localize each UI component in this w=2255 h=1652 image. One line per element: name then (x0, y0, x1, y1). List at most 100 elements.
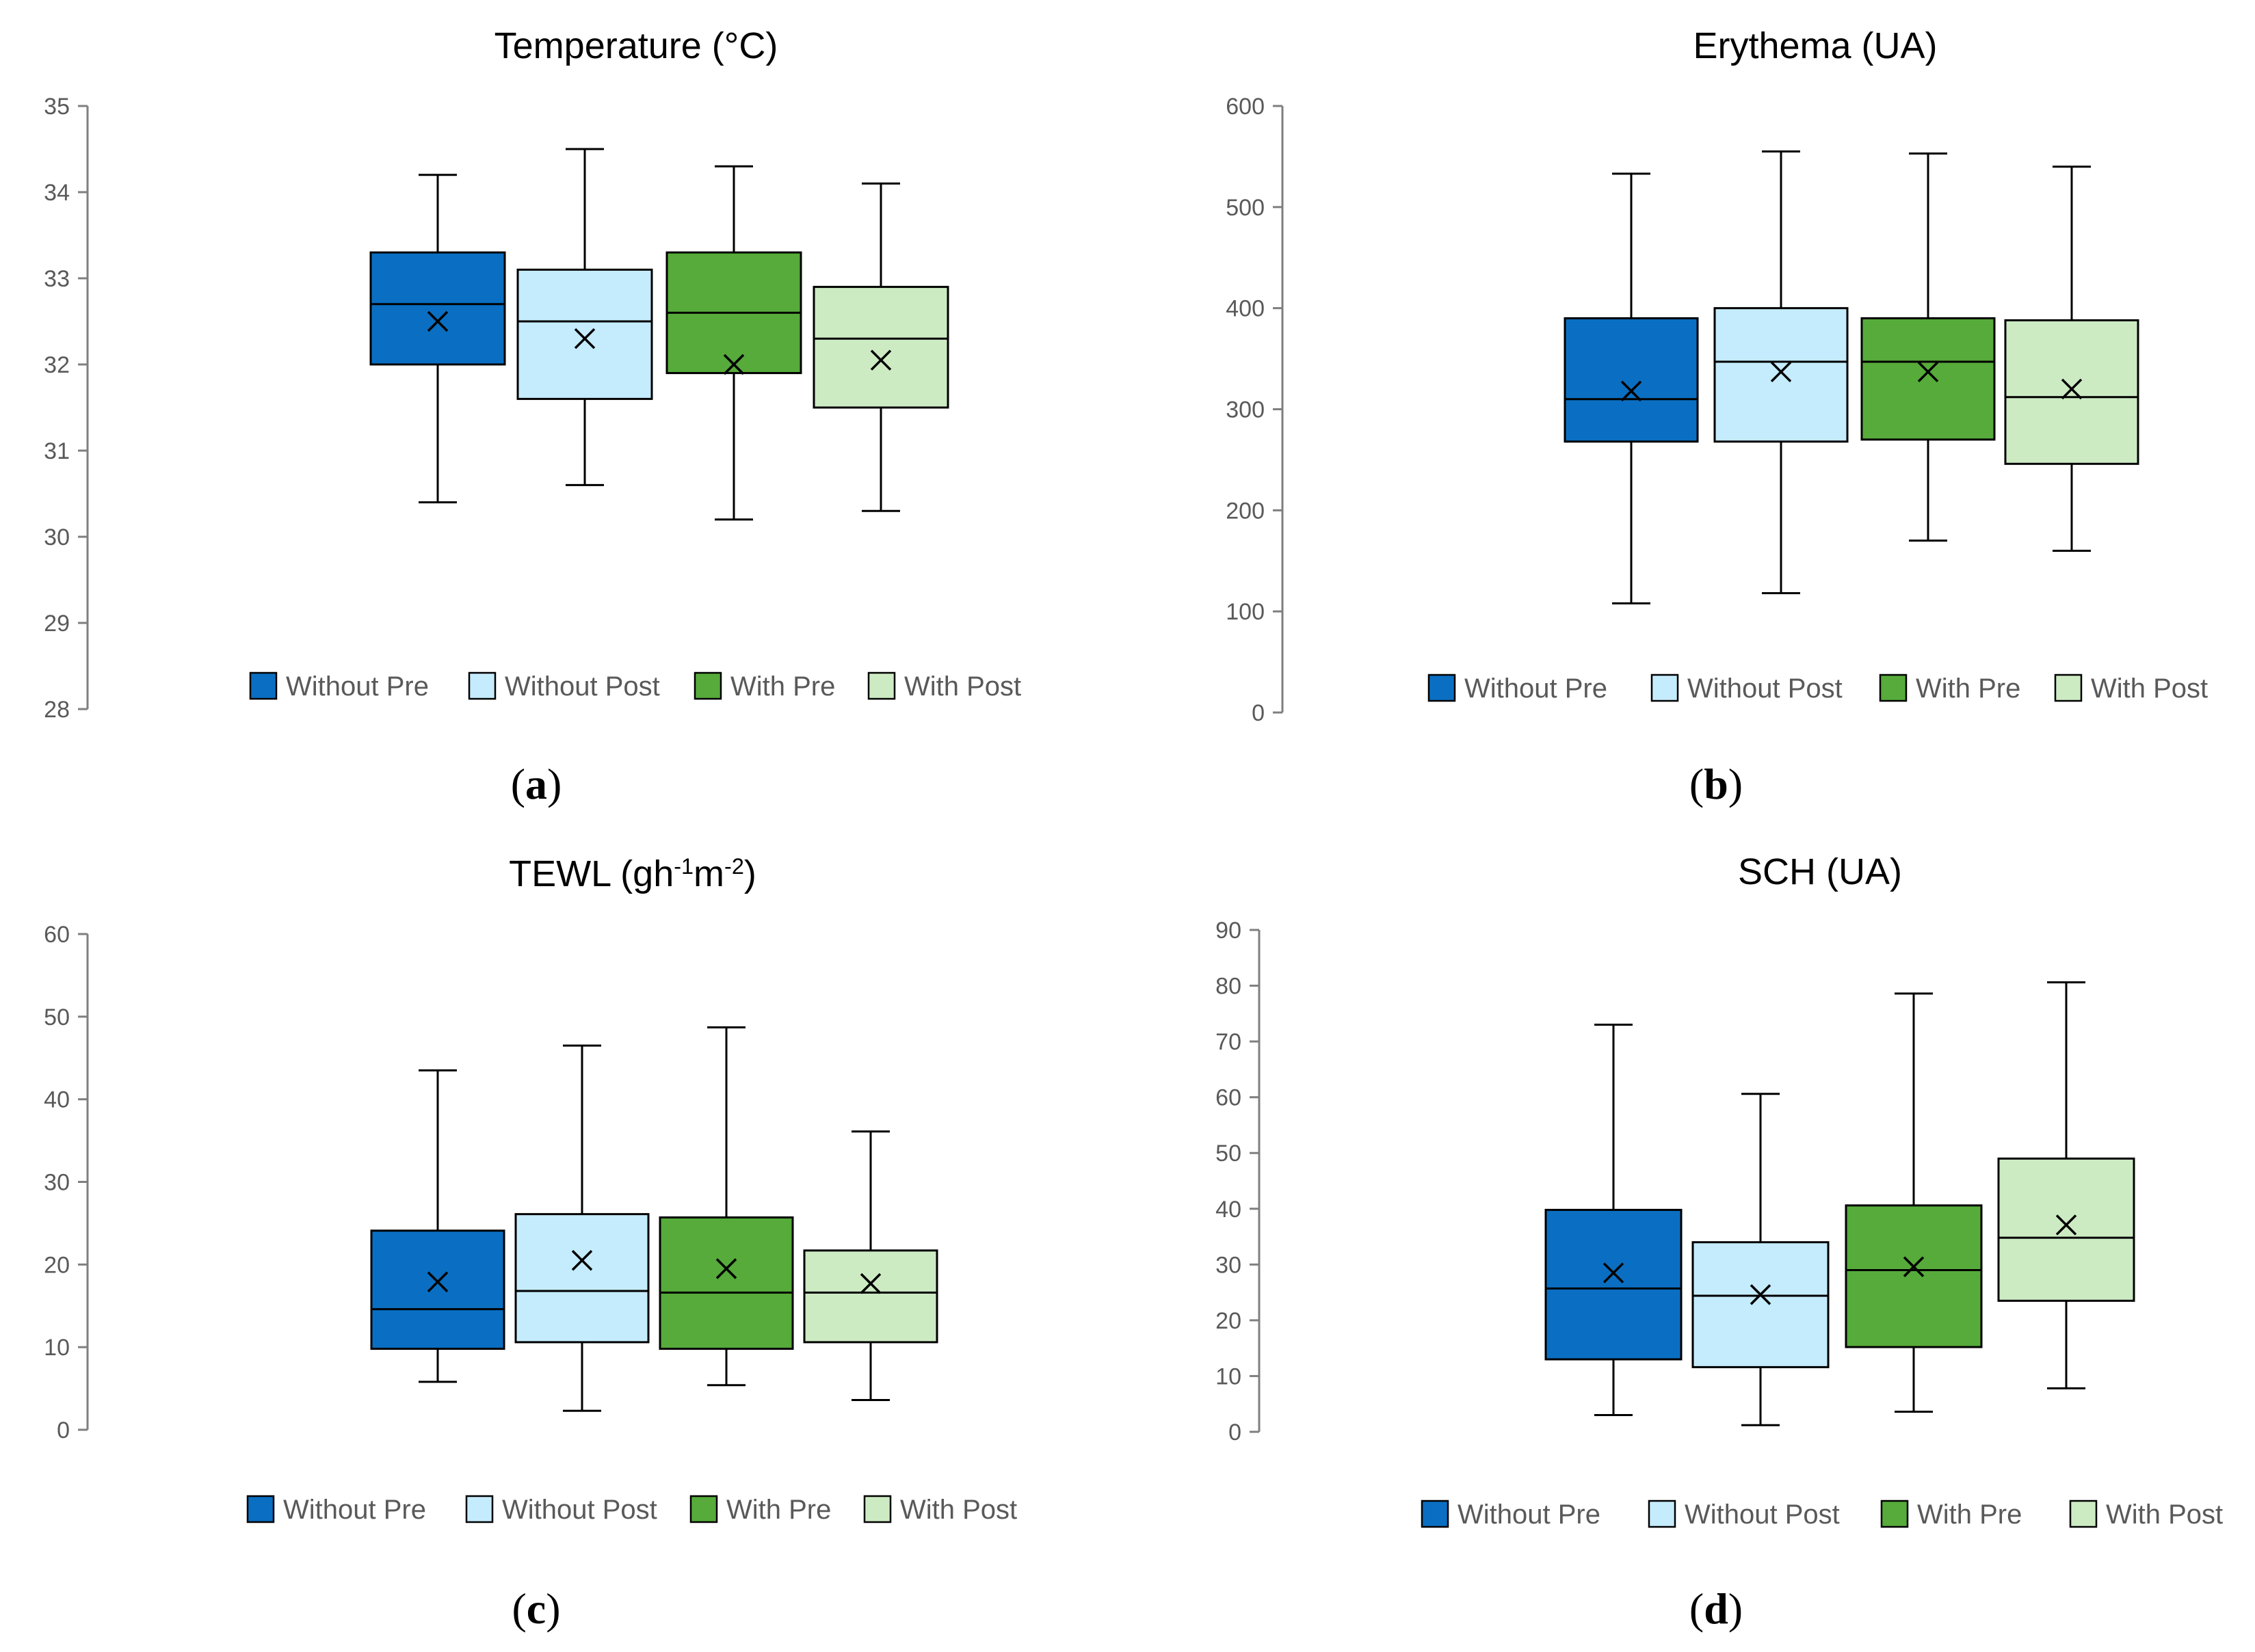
title-part: ) (744, 853, 756, 894)
iqr-box (514, 1213, 650, 1344)
legend-label: With Pre (730, 671, 835, 702)
y-tick-label: 33 (44, 266, 70, 292)
legend-label: With Post (2091, 674, 2208, 704)
y-tick-label: 30 (1215, 1252, 1241, 1278)
iqr-box (1713, 307, 1849, 443)
legend-label: Without Pre (1458, 1500, 1600, 1530)
legend-swatch (1650, 674, 1679, 702)
legend-swatch (867, 671, 896, 700)
mean-marker (1603, 1262, 1624, 1283)
mean-marker (715, 1258, 737, 1279)
iqr-box (1544, 1208, 1683, 1361)
mean-marker (723, 354, 745, 375)
legend-label: Without Pre (1464, 674, 1607, 704)
y-tick-label: 10 (1215, 1363, 1241, 1389)
legend-swatch (1648, 1500, 1676, 1528)
legend-swatch (2054, 674, 2083, 702)
y-tick-label: 28 (44, 697, 70, 723)
y-tick-label: 50 (44, 1004, 70, 1030)
y-tick-label: 70 (1215, 1029, 1241, 1055)
mean-marker (2061, 378, 2083, 400)
box-without-pre (369, 174, 506, 504)
title-part: TEWL (gh (509, 853, 674, 894)
iqr-box (1845, 1204, 1983, 1348)
legend-label: With Pre (1917, 1500, 2022, 1530)
box-without-pre (1564, 172, 1699, 604)
mean-marker (860, 1273, 882, 1294)
chart-title: TEWL (gh-1m-2) (509, 853, 756, 894)
y-tick-label: 35 (44, 94, 70, 120)
iqr-box (803, 1249, 938, 1344)
caption-a: (a) (510, 760, 562, 808)
panel-d: SCH (UA) 0 10 20 30 40 50 60 70 80 90 Without Pre Wi… (1128, 826, 2255, 1652)
y-tick-label: 30 (44, 1170, 70, 1196)
box-with-pre (665, 165, 802, 521)
mean-marker (427, 1271, 449, 1292)
caption-c: (c) (512, 1584, 561, 1633)
y-tick-label: 300 (1226, 397, 1265, 423)
mean-marker (2055, 1214, 2077, 1236)
y-tick-label: 30 (44, 524, 70, 550)
caption-b: (b) (1689, 760, 1743, 808)
box-with-post (2004, 165, 2139, 552)
chart-d: SCH (UA) 0 10 20 30 40 50 60 70 80 90 Without Pre Wi… (1215, 851, 2223, 1530)
caption-a-letter: a (525, 760, 547, 808)
y-tick-label: 90 (1215, 918, 1241, 944)
iqr-box (813, 286, 949, 409)
panel-c: TEWL (gh-1m-2) 0 10 20 30 40 50 60 Without Pre Wi… (0, 826, 1127, 1652)
legend-label: Without Post (1685, 1500, 1840, 1530)
iqr-box (370, 1229, 505, 1350)
y-tick-label: 400 (1226, 296, 1265, 322)
legend-swatch (249, 671, 278, 700)
caption-d: (d) (1689, 1584, 1743, 1633)
box-without-post (516, 148, 653, 486)
y-tick-label: 0 (57, 1417, 70, 1443)
box-with-post (803, 1130, 938, 1401)
iqr-box (2004, 319, 2139, 465)
box-with-pre (1845, 992, 1983, 1413)
legend-swatch (863, 1495, 892, 1523)
legend-swatch (468, 671, 497, 700)
legend-label: With Post (2106, 1500, 2223, 1530)
y-tick-label: 80 (1215, 974, 1241, 1000)
legend-swatch (2069, 1500, 2098, 1528)
box-with-post (1997, 981, 2135, 1389)
mean-marker (1750, 1284, 1771, 1305)
legend-label: With Post (904, 671, 1021, 702)
legend-label: Without Post (1687, 674, 1843, 704)
iqr-box (1860, 317, 1996, 441)
mean-marker (427, 310, 449, 332)
mean-marker (1770, 361, 1792, 383)
y-tick-label: 50 (1215, 1141, 1241, 1167)
legend-swatch (689, 1495, 718, 1523)
legend-swatch (246, 1495, 275, 1523)
iqr-box (516, 268, 653, 400)
legend-swatch (1427, 674, 1456, 702)
mean-marker (1620, 380, 1642, 402)
y-tick-label: 10 (44, 1335, 70, 1361)
mean-marker (870, 349, 892, 371)
box-without-pre (1544, 1024, 1683, 1417)
y-tick-label: 40 (44, 1087, 70, 1113)
iqr-box (369, 251, 506, 366)
y-tick-label: 40 (1215, 1197, 1241, 1223)
legend-label: Without Pre (283, 1495, 426, 1525)
title-part: m (694, 853, 724, 894)
box-with-pre (659, 1026, 794, 1387)
y-tick-label: 0 (1252, 700, 1265, 726)
y-tick-label: 600 (1226, 94, 1265, 120)
legend-label: With Pre (1916, 674, 2020, 704)
iqr-box (659, 1216, 794, 1350)
box-without-post (1691, 1093, 1830, 1426)
legend-swatch (465, 1495, 494, 1523)
panel-b: Erythema (UA) 0 100 200 300 400 500 600 Without … (1128, 0, 2255, 826)
caption-c-letter: c (526, 1584, 546, 1633)
y-tick-label: 20 (44, 1252, 70, 1278)
chart-title: Erythema (UA) (1693, 25, 1937, 66)
iqr-box (1691, 1241, 1830, 1368)
y-tick-label: 100 (1226, 599, 1265, 625)
title-superscript: -2 (724, 854, 744, 879)
chart-title: Temperature (°C) (494, 25, 778, 66)
legend-label: With Post (900, 1495, 1017, 1525)
y-tick-label: 0 (1228, 1420, 1241, 1446)
